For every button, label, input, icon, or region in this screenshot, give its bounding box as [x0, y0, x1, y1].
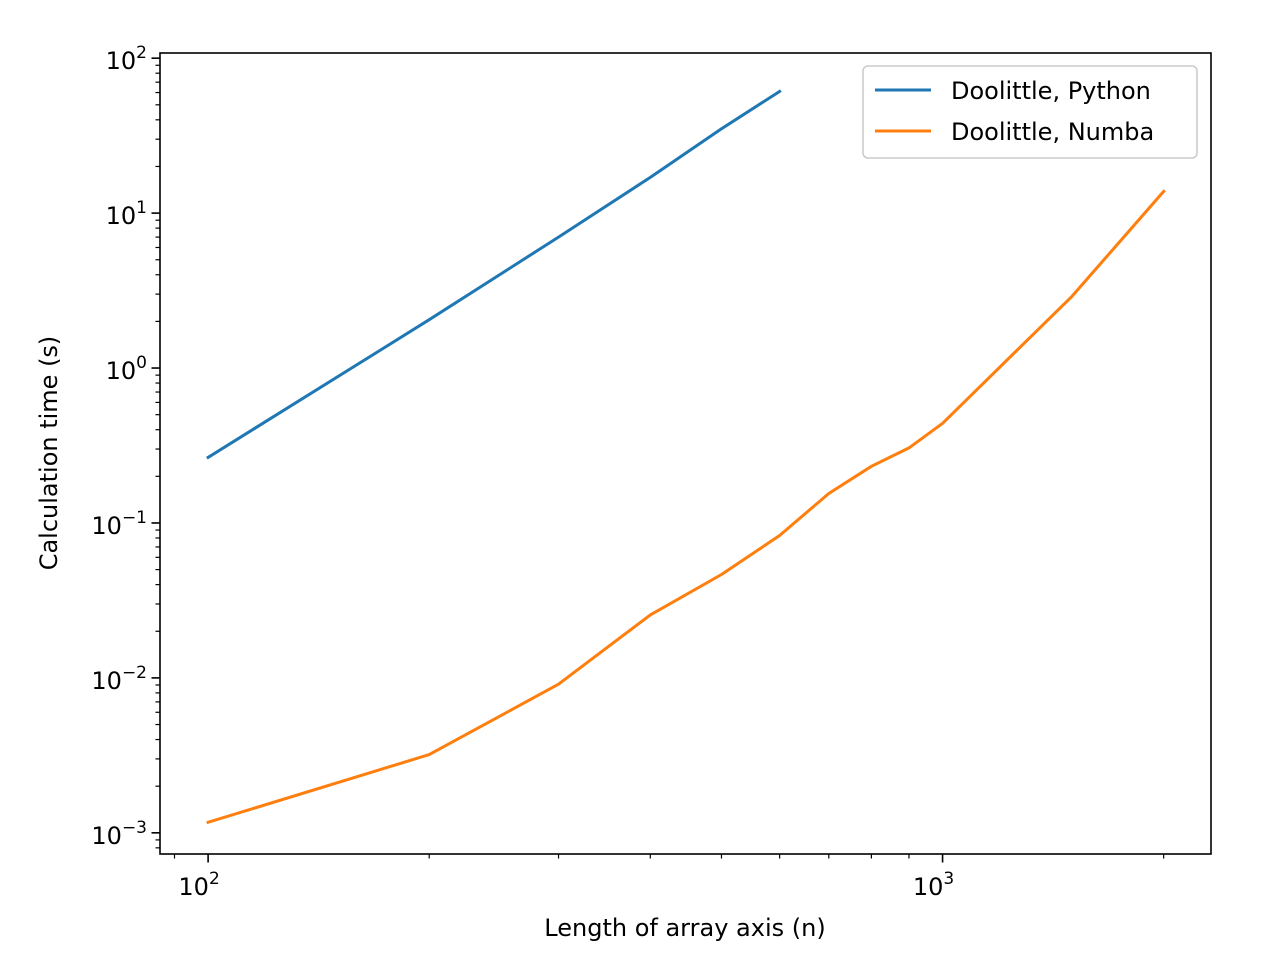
y-axis-label: Calculation time (s) [35, 336, 63, 571]
y-tick-label: 10−3 [91, 818, 147, 850]
legend-label-numba: Doolittle, Numba [951, 118, 1154, 146]
legend: Doolittle, Python Doolittle, Numba [862, 65, 1198, 159]
major-ticks [151, 57, 944, 863]
y-tick-label: 10−2 [91, 663, 147, 695]
x-axis-label: Length of array axis (n) [544, 914, 825, 942]
legend-box [862, 65, 1198, 159]
plot-frame [159, 52, 1212, 855]
series-line-1 [206, 189, 1166, 825]
legend-label-python: Doolittle, Python [951, 77, 1151, 105]
series-lines [206, 89, 1166, 825]
series-line-0 [206, 89, 782, 460]
y-tick-label: 10−1 [91, 508, 147, 540]
